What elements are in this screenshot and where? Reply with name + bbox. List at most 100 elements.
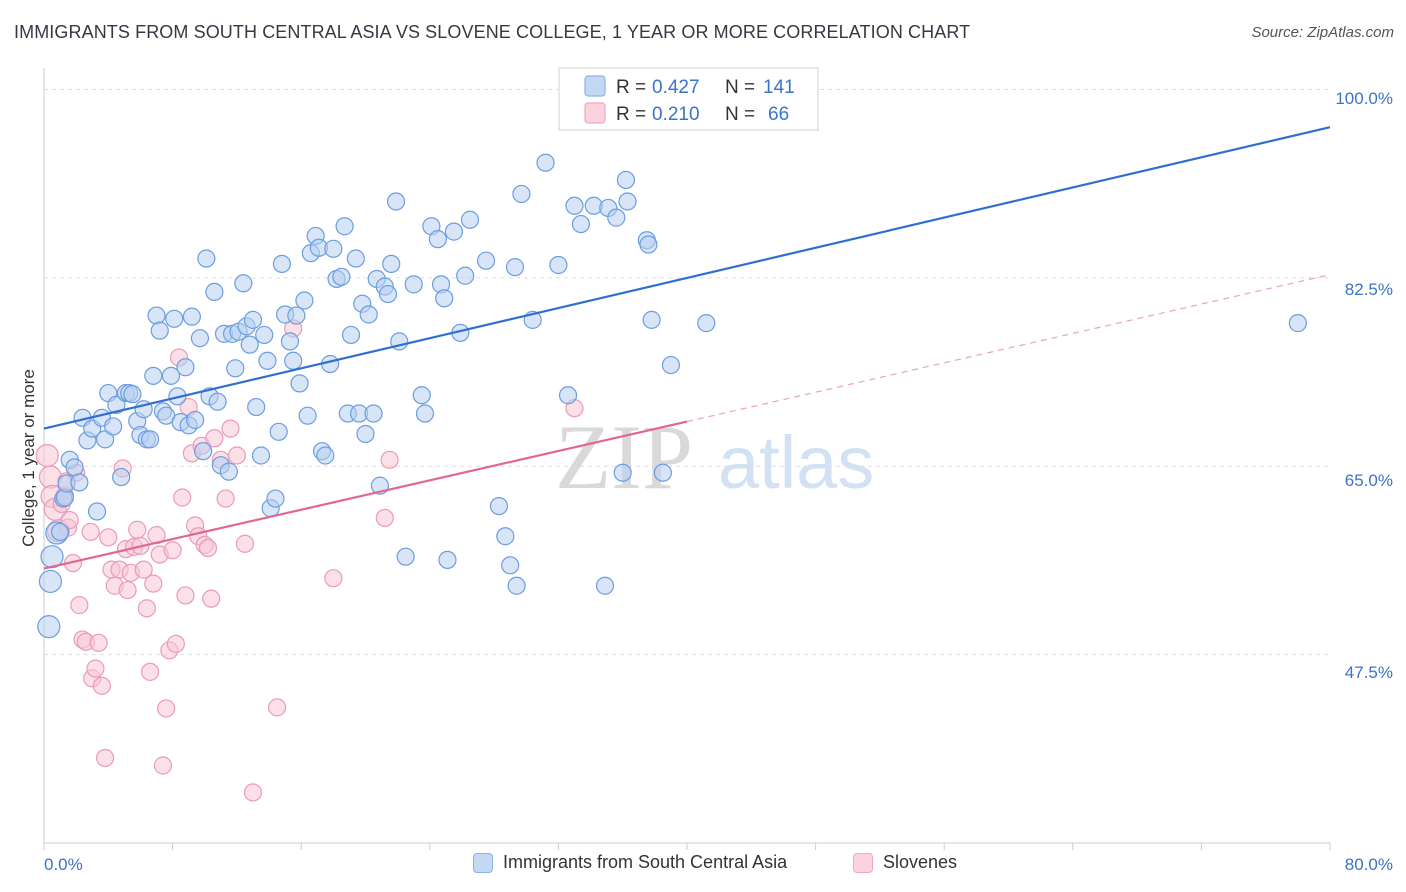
immigrants-point-130 <box>618 192 637 211</box>
immigrants-point-52 <box>226 359 245 378</box>
immigrants-point-137 <box>1288 314 1307 333</box>
immigrants-point-30 <box>147 306 166 325</box>
slovenes-point-42 <box>166 634 185 653</box>
slovenes-point-30 <box>128 520 147 539</box>
slovenes-point-45 <box>176 586 195 605</box>
immigrants-point-35 <box>165 309 184 328</box>
immigrants-point-81 <box>332 267 351 286</box>
immigrants-point-71 <box>295 291 314 310</box>
x-tick-label-80: 80.0% <box>1345 855 1393 874</box>
immigrants-point-98 <box>396 547 415 566</box>
immigrants-point-136 <box>697 314 716 333</box>
immigrants-point-58 <box>247 397 266 417</box>
immigrants-point-107 <box>444 222 464 241</box>
y-tick-label-82-5: 82.5% <box>1345 280 1393 299</box>
legend-n-value-immigrants: 141 <box>763 77 795 98</box>
immigrants-point-72 <box>298 406 317 425</box>
immigrants-point-128 <box>613 463 632 482</box>
slovenes-point-59 <box>235 534 255 553</box>
legend-r-label-immigrants: R = <box>616 77 646 98</box>
immigrants-point-9 <box>65 458 84 477</box>
y-tick-label-65: 65.0% <box>1345 471 1393 490</box>
immigrants-point-28 <box>140 430 160 449</box>
bottom-legend-item-immigrants: Immigrants from South Central Asia <box>473 852 787 873</box>
immigrants-point-29 <box>144 366 163 385</box>
watermark-zip: ZIP <box>555 406 693 508</box>
slovenes-point-38 <box>153 756 173 775</box>
immigrants-point-65 <box>272 254 292 274</box>
y-tick-label-47-5: 47.5% <box>1345 663 1393 682</box>
immigrants-point-133 <box>642 310 661 329</box>
immigrants-point-123 <box>571 214 591 234</box>
slovenes-point-18 <box>89 633 108 652</box>
slovenes-point-56 <box>216 489 235 508</box>
immigrants-point-70 <box>290 374 309 393</box>
immigrants-point-121 <box>558 386 578 405</box>
immigrants-point-90 <box>364 404 383 423</box>
slovenes-point-57 <box>221 419 240 438</box>
legend-r-value-slovenes: 0.210 <box>652 104 700 125</box>
immigrants-point-10 <box>70 473 89 492</box>
immigrants-point-34 <box>161 366 181 385</box>
immigrants-point-111 <box>476 251 496 270</box>
immigrants-point-69 <box>287 306 306 325</box>
immigrants-point-4 <box>50 522 70 542</box>
immigrants-point-129 <box>616 170 636 190</box>
immigrants-point-85 <box>346 249 365 268</box>
immigrants-point-109 <box>456 266 475 285</box>
slovenes-point-17 <box>86 659 105 678</box>
immigrants-point-94 <box>378 284 398 304</box>
immigrants-point-120 <box>549 255 568 275</box>
legend-n-value-slovenes: 66 <box>768 104 789 125</box>
source-credit: Source: ZipAtlas.com <box>1251 24 1394 41</box>
immigrants-point-43 <box>194 442 213 461</box>
immigrants-point-115 <box>505 258 525 277</box>
immigrants-point-134 <box>653 463 672 482</box>
slovenes-point-52 <box>198 538 218 558</box>
series-immigrants-points <box>37 153 1307 639</box>
slovenes-point-65 <box>380 450 399 469</box>
immigrants-point-77 <box>316 446 335 465</box>
immigrants-point-1 <box>38 569 63 594</box>
slovenes-point-20 <box>95 748 115 768</box>
immigrants-point-105 <box>435 289 454 308</box>
immigrants-point-101 <box>415 404 435 423</box>
immigrants-point-46 <box>205 282 224 301</box>
slovenes-point-12 <box>70 596 89 615</box>
bottom-legend-swatch-slovenes <box>853 852 873 873</box>
chart-title: IMMIGRANTS FROM SOUTH CENTRAL ASIA VS SL… <box>14 22 971 42</box>
bottom-legend-item-slovenes: Slovenes <box>853 852 957 873</box>
series-slovenes-points <box>35 319 584 802</box>
trend-line-immigrants <box>43 126 1331 430</box>
immigrants-point-0 <box>37 615 61 639</box>
immigrants-point-40 <box>182 307 201 326</box>
slovenes-point-44 <box>173 488 192 507</box>
immigrants-point-20 <box>112 467 131 487</box>
trend-line-slovenes-extension <box>686 274 1331 423</box>
legend-n-label-slovenes: N = <box>725 104 755 125</box>
immigrants-point-16 <box>95 430 115 449</box>
watermark-atlas: atlas <box>718 421 874 504</box>
bottom-legend-label-slovenes: Slovenes <box>883 852 958 872</box>
immigrants-point-31 <box>150 321 169 340</box>
immigrants-point-116 <box>507 576 526 595</box>
immigrants-point-96 <box>386 192 406 211</box>
immigrants-point-100 <box>412 386 431 405</box>
immigrants-point-38 <box>176 358 195 377</box>
slovenes-point-53 <box>202 589 221 608</box>
slovenes-point-41 <box>163 541 182 560</box>
slovenes-point-0 <box>35 443 59 468</box>
slovenes-point-64 <box>375 508 394 528</box>
immigrants-point-41 <box>186 410 205 430</box>
immigrants-point-54 <box>234 274 253 293</box>
slovenes-point-15 <box>81 522 100 542</box>
immigrants-point-82 <box>335 217 354 236</box>
immigrants-point-88 <box>356 424 375 444</box>
slovenes-point-58 <box>227 446 246 465</box>
slovenes-point-32 <box>134 560 153 579</box>
immigrants-point-56 <box>240 335 259 354</box>
slovenes-point-34 <box>140 662 160 681</box>
immigrants-point-47 <box>208 392 227 411</box>
legend-swatch-immigrants <box>584 75 606 97</box>
